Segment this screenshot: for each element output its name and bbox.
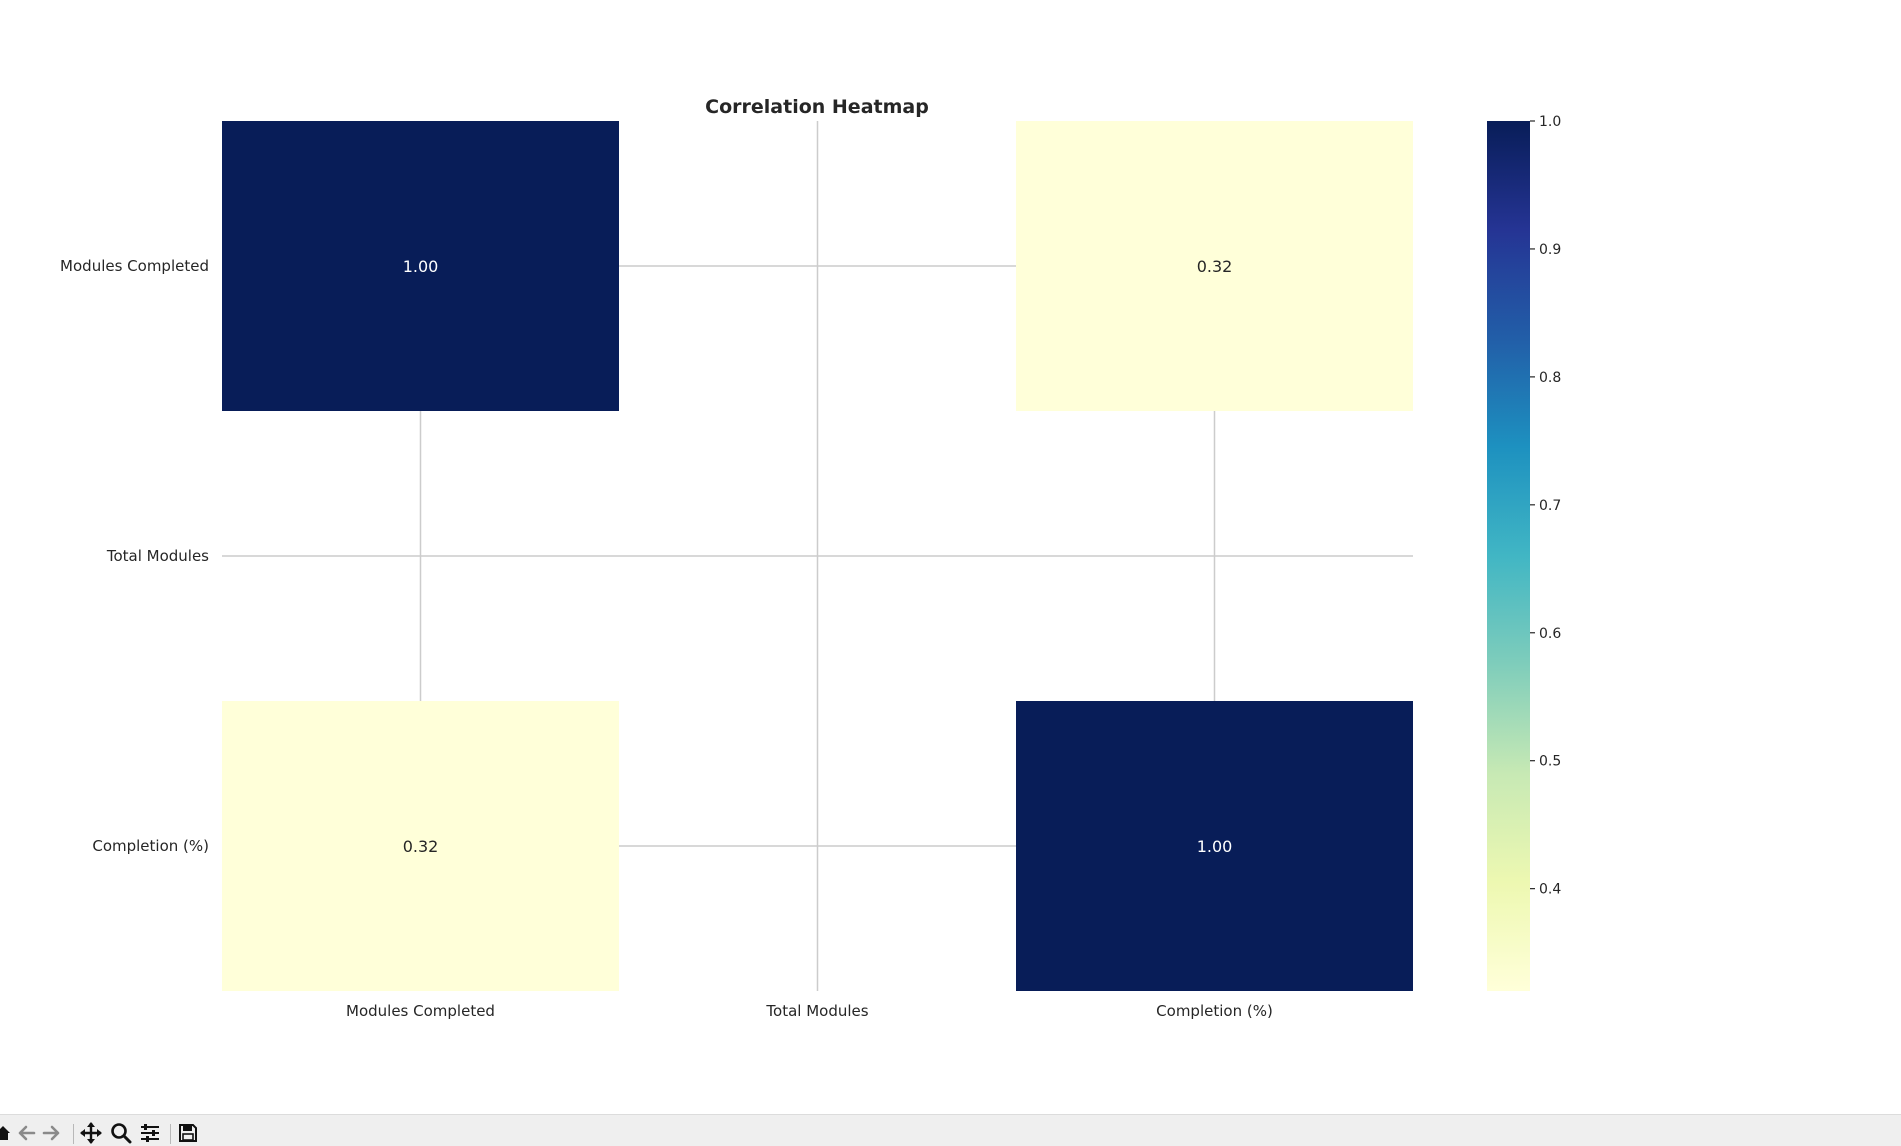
colorbar-tick-label: 0.4 [1539,882,1561,898]
y-tick-label: Modules Completed [60,257,209,275]
back-icon [18,1125,36,1141]
chart-title: Correlation Heatmap [705,96,929,118]
colorbar-tick-label: 0.7 [1539,498,1561,514]
x-tick-labels: Modules Completed Total Modules Completion… [346,1002,1273,1020]
heatmap-figure: Correlation Heatmap 1.00 0.32 0.32 1.00 Mod… [60,96,1561,1020]
cell-annotation: 0.32 [403,837,439,856]
colorbar-tick-label: 0.5 [1539,754,1561,770]
toolbar-separator [73,1124,74,1144]
heatmap-cell [1016,701,1413,991]
x-tick-label: Completion (%) [1156,1002,1273,1020]
y-tick-label: Completion (%) [92,837,209,855]
colorbar: 0.4 0.5 0.6 0.7 0.8 0.9 1.0 [1487,114,1561,991]
navigation-toolbar [0,1114,1901,1146]
save-icon [179,1124,197,1142]
toolbar-separator [170,1124,171,1144]
save-button[interactable] [176,1122,200,1144]
heatmap-cells [222,121,1413,991]
pan-button[interactable] [79,1122,103,1144]
configure-subplots-button[interactable] [138,1122,162,1144]
forward-button[interactable] [40,1122,64,1144]
colorbar-tick-label: 0.6 [1539,626,1561,642]
cell-annotation: 1.00 [1197,837,1233,856]
heatmap-cell [222,121,619,411]
colorbar-tick-label: 0.8 [1539,370,1561,386]
pan-icon [80,1122,102,1144]
forward-icon [42,1125,60,1141]
heatmap-cell [1016,121,1413,411]
heatmap-cell [222,701,619,991]
colorbar-gradient [1487,121,1530,991]
cell-annotation: 1.00 [403,257,439,276]
colorbar-tick-label: 0.9 [1539,242,1561,258]
home-icon [0,1126,10,1140]
cell-annotations: 1.00 0.32 0.32 1.00 [403,257,1233,856]
x-tick-label: Modules Completed [346,1002,495,1020]
configure-subplots-icon [141,1124,159,1142]
zoom-button[interactable] [109,1122,133,1144]
colorbar-tick-label: 1.0 [1539,114,1561,130]
x-tick-label: Total Modules [765,1002,868,1020]
zoom-icon [111,1123,132,1144]
y-tick-labels: Modules Completed Total Modules Completion… [60,257,209,855]
cell-annotation: 0.32 [1197,257,1233,276]
home-button[interactable] [0,1122,14,1144]
colorbar-ticks: 0.4 0.5 0.6 0.7 0.8 0.9 1.0 [1530,114,1561,898]
y-tick-label: Total Modules [106,547,209,565]
back-button[interactable] [14,1122,38,1144]
